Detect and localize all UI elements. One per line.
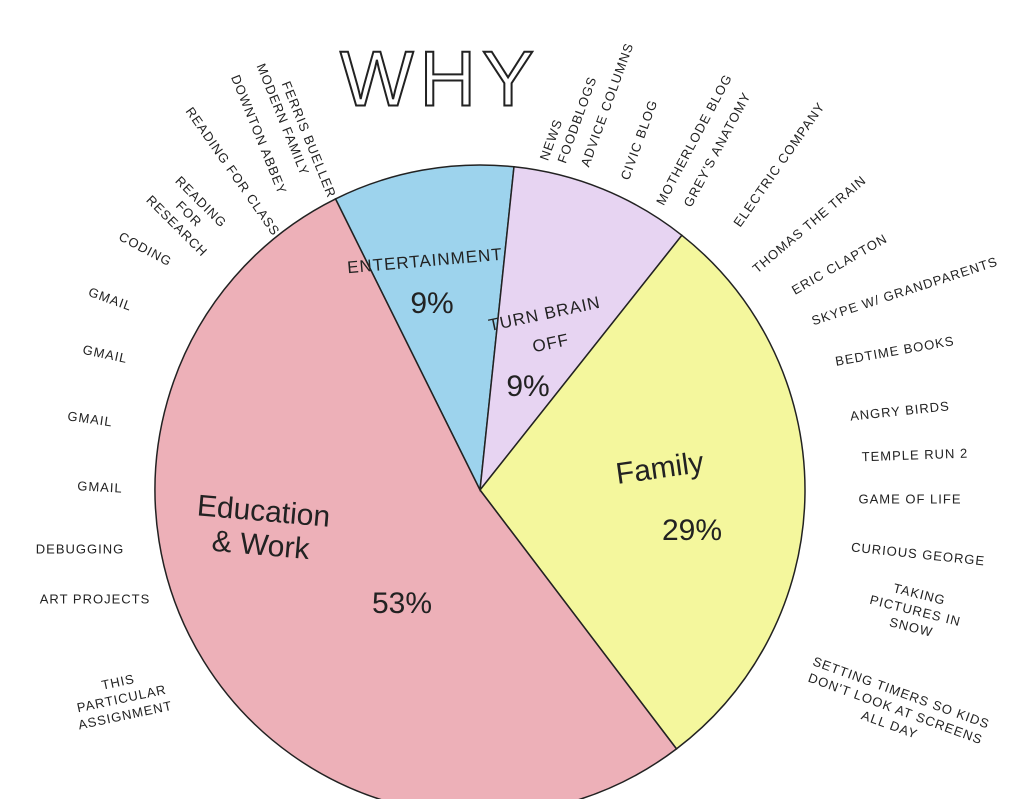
activity-note: BEDTIME BOOKS xyxy=(834,333,955,369)
activity-note: TAKINGPICTURES INSNOW xyxy=(864,576,966,646)
activity-note: GMAIL xyxy=(77,478,123,495)
pie-slice xyxy=(478,165,683,493)
pie-slice xyxy=(154,197,678,799)
activity-note: GMAIL xyxy=(86,284,134,314)
activity-note: SETTING TIMERS SO KIDSDON'T LOOK AT SCRE… xyxy=(799,654,992,764)
activity-note: DEBUGGING xyxy=(36,541,124,556)
value-label: 53% xyxy=(372,587,432,620)
activity-note: TEMPLE RUN 2 xyxy=(861,446,968,465)
activity-note: ART PROJECTS xyxy=(40,591,150,606)
activity-note: CURIOUS GEORGE xyxy=(850,539,985,568)
activity-note: ANGRY BIRDS xyxy=(849,398,950,423)
activity-note: CODING xyxy=(116,229,174,269)
chart-title: WHY xyxy=(340,35,540,123)
activity-note: GMAIL xyxy=(67,408,114,429)
value-label: 9% xyxy=(506,370,549,403)
value-label: 9% xyxy=(410,287,453,320)
activity-note: GAME OF LIFE xyxy=(858,491,961,506)
pie-slice xyxy=(334,164,515,493)
activity-note: THISPARTICULARASSIGNMENT xyxy=(70,665,174,733)
pie-slice xyxy=(479,234,806,750)
activity-note: CIVIC BLOG xyxy=(618,97,661,181)
activity-note: GMAIL xyxy=(81,342,129,366)
value-label: 29% xyxy=(662,514,722,547)
activity-note: ERIC CLAPTON xyxy=(789,231,890,298)
